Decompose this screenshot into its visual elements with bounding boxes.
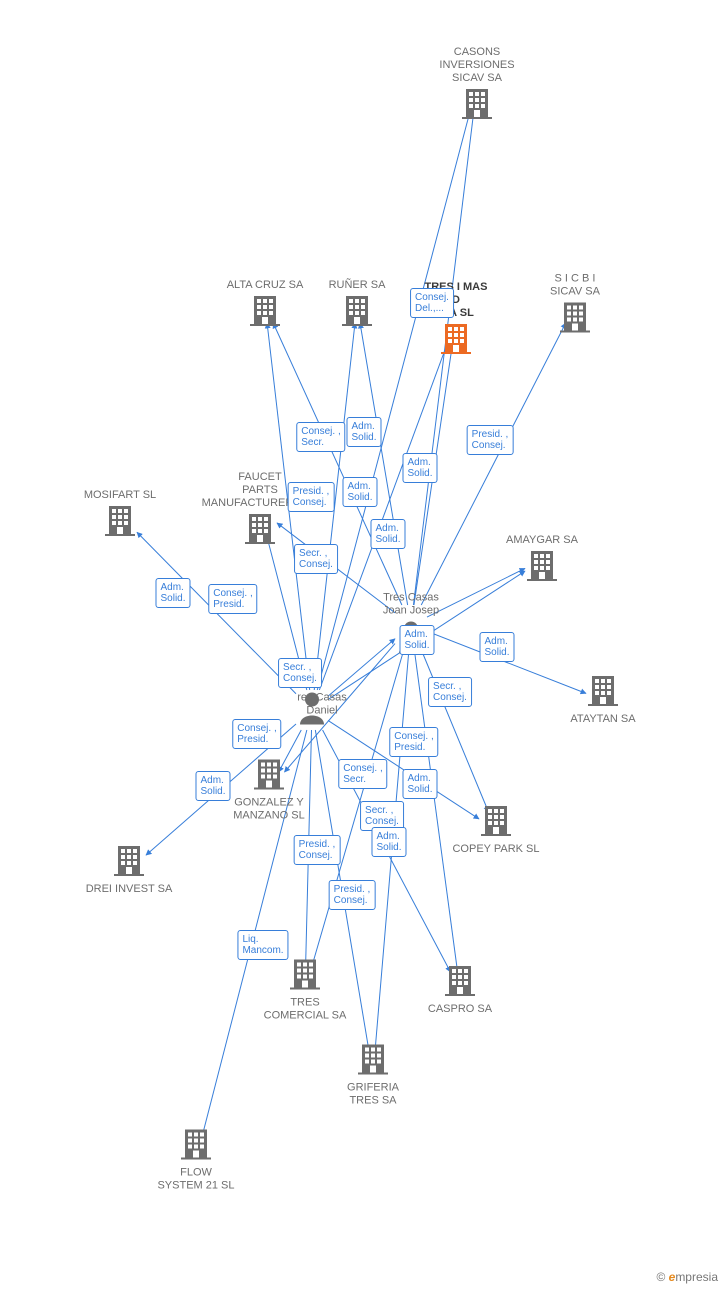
company-node-flow21[interactable]: FLOW SYSTEM 21 SL	[131, 1128, 261, 1193]
company-node-amaygar[interactable]: AMAYGAR SA	[477, 534, 607, 586]
role-badge: Secr. , Consej.	[428, 677, 472, 707]
company-node-caspro[interactable]: CASPRO SA	[395, 964, 525, 1016]
company-node-ataytan[interactable]: ATAYTAN SA	[538, 674, 668, 726]
node-label: ATAYTAN SA	[538, 713, 668, 726]
role-badge: Presid. , Consej.	[294, 835, 341, 865]
company-node-casons[interactable]: CASONS INVERSIONES SICAV SA	[412, 46, 542, 124]
role-badge: Adm. Solid.	[370, 519, 405, 549]
role-badge: Adm. Solid.	[402, 453, 437, 483]
role-badge: Consej. , Presid.	[232, 719, 281, 749]
building-icon	[254, 758, 284, 795]
role-badge: Presid. , Consej.	[467, 425, 514, 455]
node-label: CASPRO SA	[395, 1003, 525, 1016]
role-badge: Adm. Solid.	[195, 771, 230, 801]
building-icon	[441, 322, 471, 359]
building-icon	[290, 958, 320, 995]
company-node-trescom[interactable]: TRES COMERCIAL SA	[240, 958, 370, 1023]
building-icon	[527, 549, 557, 586]
role-badge: Consej. , Presid.	[389, 727, 438, 757]
building-icon	[105, 504, 135, 541]
copyright: © empresia	[656, 1270, 718, 1284]
role-badge: Consej. , Presid.	[208, 584, 257, 614]
role-badge: Liq. Mancom.	[237, 930, 288, 960]
role-badge: Adm. Solid.	[399, 625, 434, 655]
node-label: res Casas Daniel	[297, 692, 347, 718]
building-icon	[358, 1043, 388, 1080]
brand-rest: mpresia	[675, 1270, 718, 1284]
building-icon	[445, 964, 475, 1001]
edge	[360, 323, 408, 605]
company-node-drei[interactable]: DREI INVEST SA	[64, 844, 194, 896]
node-label: AMAYGAR SA	[506, 534, 578, 547]
company-node-griferia[interactable]: GRIFERIA TRES SA	[308, 1043, 438, 1108]
building-icon	[181, 1128, 211, 1165]
role-badge: Adm. Solid.	[371, 827, 406, 857]
role-badge: Adm. Solid.	[342, 477, 377, 507]
role-badge: Adm. Solid.	[402, 769, 437, 799]
role-badge: Consej. , Secr.	[296, 422, 345, 452]
company-node-copey[interactable]: COPEY PARK SL	[431, 804, 561, 856]
building-icon	[462, 87, 492, 124]
building-icon	[250, 294, 280, 331]
role-badge: Consej. , Secr.	[338, 759, 387, 789]
building-icon	[342, 294, 372, 331]
node-label: TRES COMERCIAL SA	[240, 997, 370, 1023]
node-label: CASONS INVERSIONES SICAV SA	[439, 46, 514, 85]
node-label: COPEY PARK SL	[431, 843, 561, 856]
company-node-sicbi[interactable]: S I C B I SICAV SA	[510, 273, 640, 338]
role-badge: Secr. , Consej.	[294, 544, 338, 574]
role-badge: Consej. Del.,...	[410, 288, 454, 318]
node-label: S I C B I SICAV SA	[550, 273, 600, 299]
node-label: FLOW SYSTEM 21 SL	[131, 1167, 261, 1193]
node-label: DREI INVEST SA	[64, 883, 194, 896]
role-badge: Adm. Solid.	[155, 578, 190, 608]
building-icon	[560, 301, 590, 338]
role-badge: Adm. Solid.	[346, 417, 381, 447]
company-node-mosifart[interactable]: MOSIFART SL	[55, 489, 185, 541]
role-badge: Adm. Solid.	[479, 632, 514, 662]
role-badge: Presid. , Consej.	[329, 880, 376, 910]
node-label: RUÑER SA	[329, 279, 386, 292]
role-badge: Secr. , Consej.	[278, 658, 322, 688]
building-icon	[245, 512, 275, 549]
building-icon	[114, 844, 144, 881]
building-icon	[588, 674, 618, 711]
node-label: MOSIFART SL	[84, 489, 156, 502]
copyright-symbol: ©	[656, 1270, 665, 1284]
node-label: GRIFERIA TRES SA	[308, 1082, 438, 1108]
role-badge: Presid. , Consej.	[288, 482, 335, 512]
building-icon	[481, 804, 511, 841]
node-label: Tres Casas Joan Josep	[383, 592, 439, 618]
